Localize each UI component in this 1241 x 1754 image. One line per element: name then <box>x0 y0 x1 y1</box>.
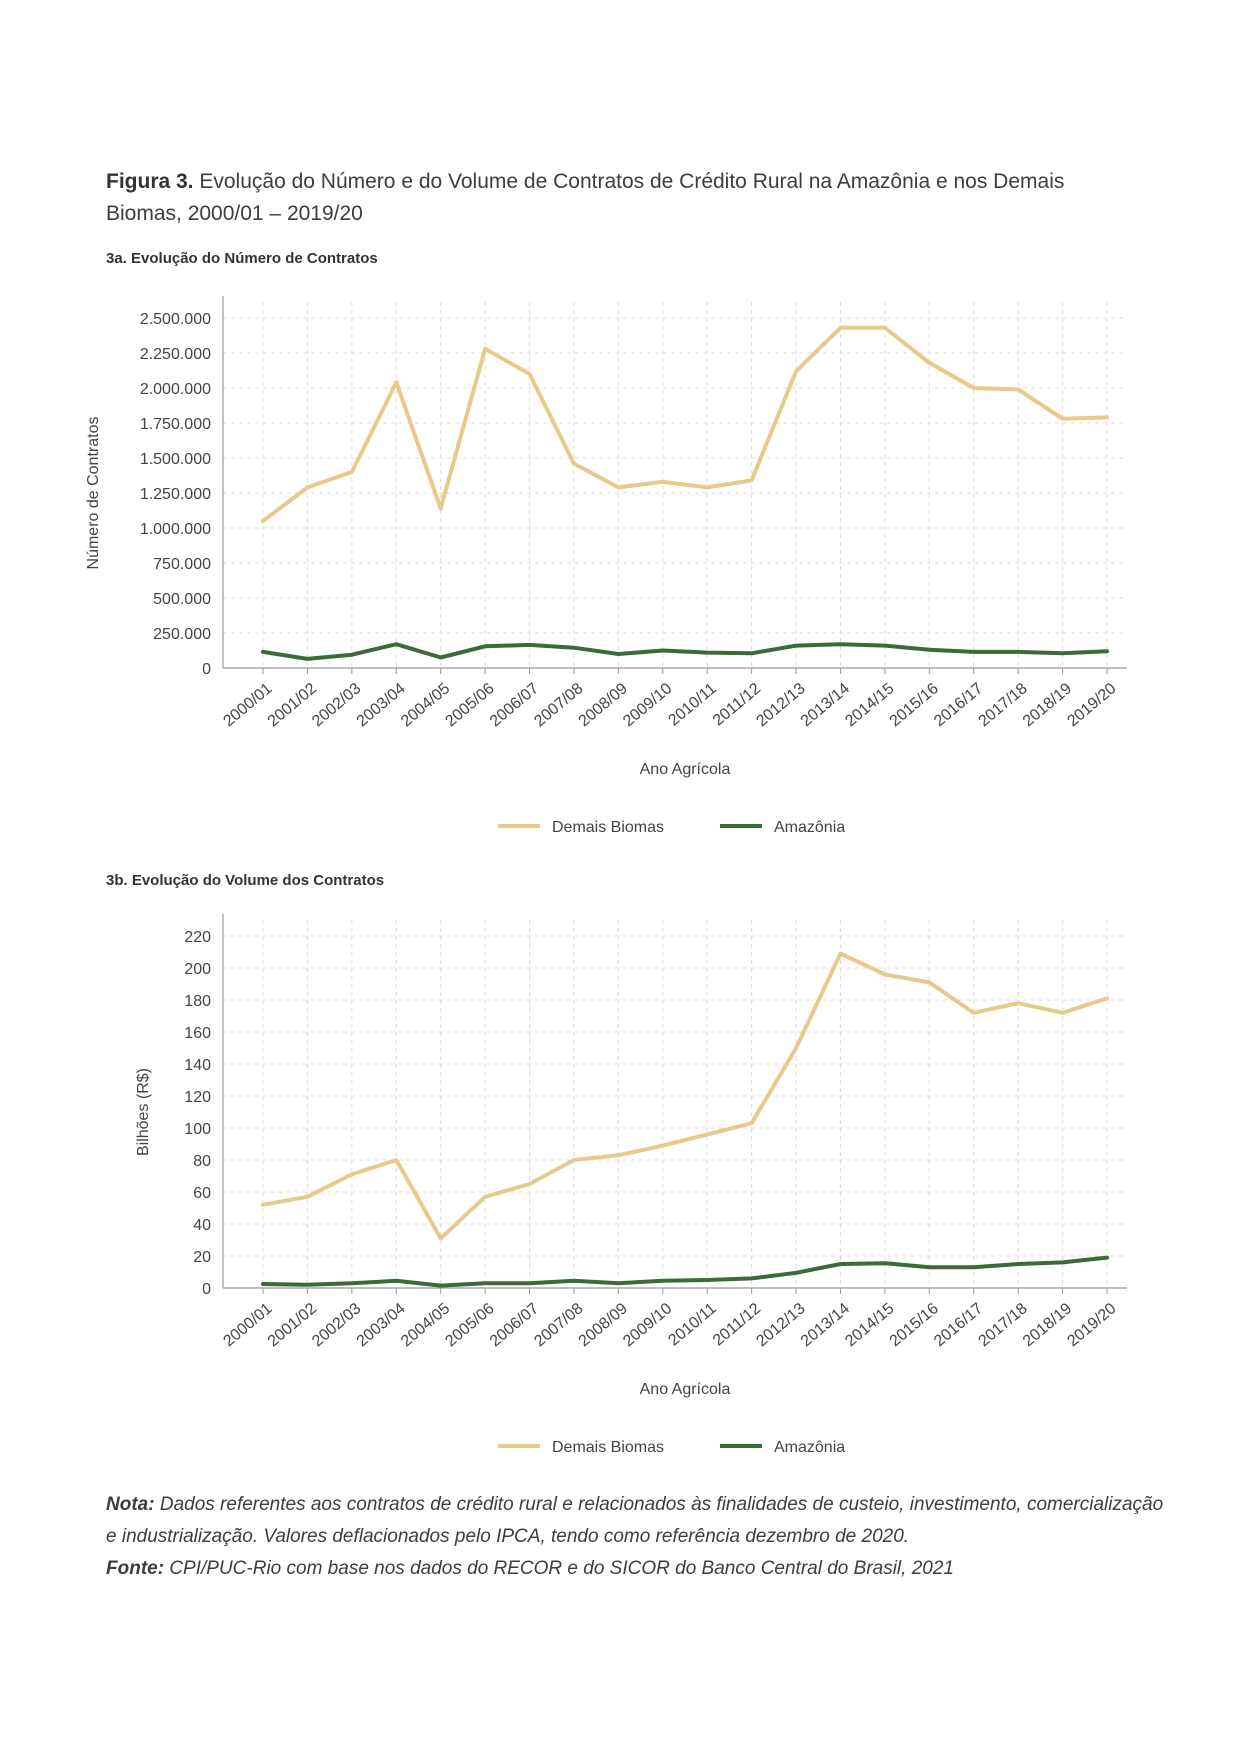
x-tick-label: 2013/14 <box>798 1300 853 1350</box>
legend-label: Demais Biomas <box>552 819 664 836</box>
x-tick-label: 2008/09 <box>576 1300 631 1350</box>
x-tick-label: 2001/02 <box>265 680 320 730</box>
x-tick-label: 2001/02 <box>265 1300 320 1350</box>
legend-label: Amazônia <box>774 819 845 836</box>
legend-demais-biomas: Demais Biomas <box>498 819 664 836</box>
x-tick-label: 2007/08 <box>531 1300 586 1350</box>
y-tick-label: 100 <box>184 1121 211 1138</box>
x-tick-label: 2012/13 <box>753 680 808 730</box>
x-tick-label: 2010/11 <box>665 1300 719 1350</box>
figure-title: Figura 3. Evolução do Número e do Volume… <box>106 166 1146 230</box>
y-tick-label: 1.750.000 <box>140 416 211 433</box>
y-tick-label: 2.250.000 <box>140 346 211 363</box>
x-tick-label: 2011/12 <box>710 680 764 730</box>
x-tick-label: 2018/19 <box>1020 1300 1075 1350</box>
legend-label: Amazônia <box>774 1439 845 1456</box>
x-tick-label: 2004/05 <box>398 1300 453 1350</box>
chart-a: 0 250.000 500.000 750.000 1.000.000 1.250.000… <box>85 296 1127 836</box>
x-tick-label: 2017/18 <box>975 680 1030 730</box>
x-tick-label: 2000/01 <box>220 1300 275 1350</box>
x-tick-label: 2008/09 <box>576 680 631 730</box>
y-tick-label: 750.000 <box>153 556 211 573</box>
x-tick-label: 2018/19 <box>1020 680 1075 730</box>
nota-label: Nota: <box>106 1494 155 1515</box>
x-tick-label: 2019/20 <box>1064 680 1119 730</box>
fonte-line: Fonte: CPI/PUC-Rio com base nos dados do… <box>106 1553 1166 1585</box>
x-tick-label: 2016/17 <box>931 680 986 730</box>
x-axis-label: Ano Agrícola <box>640 1381 731 1398</box>
y-tick-label: 1.500.000 <box>140 451 211 468</box>
x-tick-label: 2003/04 <box>354 1300 409 1350</box>
series-line-demais-biomas <box>261 325 1109 523</box>
y-tick-label: 2.000.000 <box>140 381 211 398</box>
y-tick-label: 40 <box>193 1217 211 1234</box>
x-tick-label: 2010/11 <box>665 680 719 730</box>
series-line-amazonia <box>261 1255 1109 1288</box>
nota-text: Dados referentes aos contratos de crédit… <box>106 1494 1164 1547</box>
x-tick-label: 2005/06 <box>442 1300 497 1350</box>
x-tick-label: 2009/10 <box>620 680 675 730</box>
chart-a-title: 3a. Evolução do Número de Contratos <box>106 250 378 267</box>
y-tick-label: 180 <box>184 993 211 1010</box>
y-tick-label: 500.000 <box>153 591 211 608</box>
fonte-text: CPI/PUC-Rio com base nos dados do RECOR … <box>169 1558 954 1579</box>
x-tick-label: 2012/13 <box>753 1300 808 1350</box>
y-axis-label: Número de Contratos <box>85 417 102 570</box>
y-tick-label: 140 <box>184 1057 211 1074</box>
x-tick-label: 2003/04 <box>354 680 409 730</box>
figure-label: Figura 3. <box>106 170 194 193</box>
x-tick-label: 2005/06 <box>442 680 497 730</box>
x-tick-label: 2017/18 <box>975 1300 1030 1350</box>
y-tick-label: 160 <box>184 1025 211 1042</box>
series-line-demais-biomas <box>261 951 1109 1241</box>
x-tick-label: 2016/17 <box>931 1300 986 1350</box>
chart-b: 0204060801001201401601802002202000/01200… <box>135 914 1127 1456</box>
legend-amazonia: Amazônia <box>720 1439 845 1456</box>
chart-b-title: 3b. Evolução do Volume dos Contratos <box>106 872 385 889</box>
x-tick-label: 2006/07 <box>487 680 542 730</box>
y-tick-label: 200 <box>184 961 211 978</box>
x-tick-label: 2013/14 <box>798 680 853 730</box>
x-tick-label: 2011/12 <box>710 1300 764 1350</box>
note-block: Nota: Dados referentes aos contratos de … <box>106 1489 1166 1585</box>
x-tick-label: 2000/01 <box>220 680 275 730</box>
y-tick-label: 0 <box>202 661 211 678</box>
y-tick-label: 1.250.000 <box>140 486 211 503</box>
y-tick-label: 120 <box>184 1089 211 1106</box>
x-tick-label: 2004/05 <box>398 680 453 730</box>
x-tick-label: 2002/03 <box>309 1300 364 1350</box>
x-tick-label: 2019/20 <box>1064 1300 1119 1350</box>
x-tick-label: 2009/10 <box>620 1300 675 1350</box>
y-tick-label: 20 <box>193 1249 211 1266</box>
nota-line: Nota: Dados referentes aos contratos de … <box>106 1489 1166 1553</box>
y-tick-label: 2.500.000 <box>140 311 211 328</box>
x-tick-label: 2015/16 <box>887 680 942 730</box>
x-tick-label: 2014/15 <box>842 1300 897 1350</box>
x-tick-label: 2006/07 <box>487 1300 542 1350</box>
x-tick-label: 2007/08 <box>531 680 586 730</box>
y-tick-label: 80 <box>193 1153 211 1170</box>
legend-label: Demais Biomas <box>552 1439 664 1456</box>
y-tick-label: 0 <box>202 1281 211 1298</box>
y-tick-label: 1.000.000 <box>140 521 211 538</box>
x-tick-label: 2002/03 <box>309 680 364 730</box>
x-tick-label: 2015/16 <box>887 1300 942 1350</box>
x-axis-label: Ano Agrícola <box>640 761 731 778</box>
fonte-label: Fonte: <box>106 1558 165 1579</box>
y-tick-label: 60 <box>193 1185 211 1202</box>
y-tick-label: 250.000 <box>153 626 211 643</box>
series-line-amazonia <box>261 642 1109 661</box>
figure-title-text: Evolução do Número e do Volume de Contra… <box>106 170 1065 225</box>
y-axis-label: Bilhões (R$) <box>135 1068 152 1156</box>
legend-amazonia: Amazônia <box>720 819 845 836</box>
x-tick-label: 2014/15 <box>842 680 897 730</box>
y-tick-label: 220 <box>184 929 211 946</box>
legend-demais-biomas: Demais Biomas <box>498 1439 664 1456</box>
